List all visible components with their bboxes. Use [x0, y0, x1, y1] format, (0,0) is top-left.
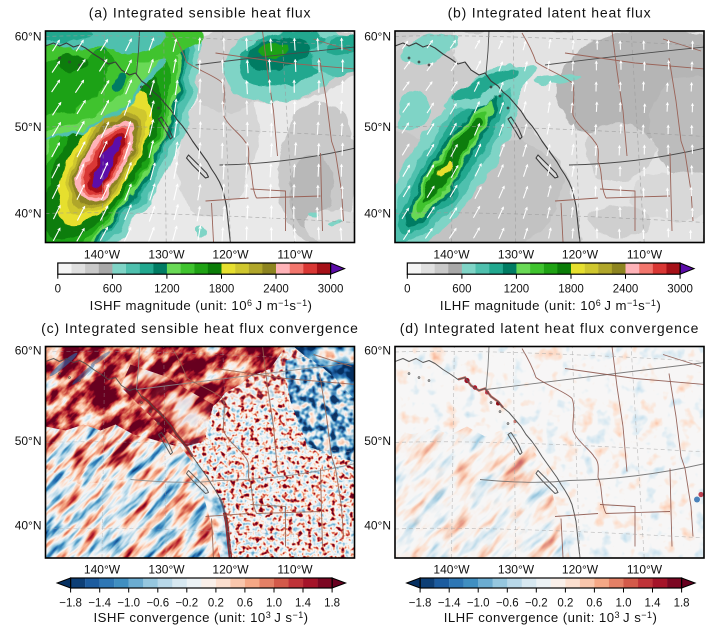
svg-text:1200: 1200: [154, 284, 180, 296]
svg-text:0.6: 0.6: [586, 598, 602, 610]
svg-text:110°W: 110°W: [277, 248, 313, 262]
svg-text:50°N: 50°N: [15, 434, 42, 448]
svg-text:0.2: 0.2: [208, 598, 224, 610]
svg-text:60°N: 60°N: [15, 30, 42, 44]
svg-text:−1.4: −1.4: [438, 598, 461, 610]
svg-text:1.4: 1.4: [295, 598, 312, 610]
svg-text:120°W: 120°W: [212, 248, 249, 262]
svg-text:1.8: 1.8: [674, 598, 690, 610]
svg-text:0: 0: [404, 284, 410, 296]
svg-text:ISHF convergence (unit: 103 J: ISHF convergence (unit: 103 J s−1): [93, 610, 308, 625]
svg-text:110°W: 110°W: [627, 563, 663, 577]
svg-text:1800: 1800: [558, 284, 584, 296]
svg-text:40°N: 40°N: [15, 207, 42, 221]
svg-text:−0.6: −0.6: [146, 598, 169, 610]
svg-text:0.6: 0.6: [237, 598, 253, 610]
svg-text:140°W: 140°W: [84, 248, 121, 262]
svg-text:140°W: 140°W: [84, 563, 121, 577]
svg-text:140°W: 140°W: [433, 563, 470, 577]
svg-text:−1.8: −1.8: [59, 598, 82, 610]
svg-text:−1.0: −1.0: [117, 598, 140, 610]
svg-text:1.0: 1.0: [616, 598, 632, 610]
svg-text:140°W: 140°W: [433, 248, 470, 262]
svg-text:60°N: 60°N: [364, 30, 391, 44]
svg-text:−0.2: −0.2: [175, 598, 198, 610]
svg-text:0: 0: [55, 284, 61, 296]
svg-text:−0.6: −0.6: [496, 598, 519, 610]
svg-text:130°W: 130°W: [148, 563, 185, 577]
svg-text:120°W: 120°W: [562, 563, 599, 577]
svg-text:−1.8: −1.8: [409, 598, 432, 610]
svg-text:600: 600: [452, 284, 471, 296]
svg-text:110°W: 110°W: [627, 248, 663, 262]
svg-text:0.2: 0.2: [557, 598, 573, 610]
svg-text:2400: 2400: [263, 284, 289, 296]
svg-text:60°N: 60°N: [364, 344, 391, 358]
svg-text:50°N: 50°N: [364, 434, 391, 448]
svg-text:(a) Integrated sensible heat f: (a) Integrated sensible heat flux: [89, 5, 312, 21]
svg-text:130°W: 130°W: [498, 248, 535, 262]
svg-text:60°N: 60°N: [15, 344, 42, 358]
svg-text:40°N: 40°N: [15, 519, 42, 533]
svg-text:1800: 1800: [209, 284, 235, 296]
svg-text:40°N: 40°N: [364, 207, 391, 221]
svg-text:(d) Integrated latent heat flu: (d) Integrated latent heat flux converge…: [400, 320, 700, 336]
svg-text:−0.2: −0.2: [525, 598, 548, 610]
svg-text:110°W: 110°W: [277, 563, 313, 577]
svg-text:120°W: 120°W: [562, 248, 599, 262]
svg-text:ILHF convergence (unit: 103 J: ILHF convergence (unit: 103 J s−1): [444, 610, 658, 625]
svg-text:1.4: 1.4: [645, 598, 662, 610]
svg-text:130°W: 130°W: [148, 248, 185, 262]
svg-text:130°W: 130°W: [498, 563, 535, 577]
svg-text:50°N: 50°N: [364, 120, 391, 134]
svg-text:3000: 3000: [667, 284, 693, 296]
svg-text:2400: 2400: [613, 284, 639, 296]
svg-text:1.0: 1.0: [266, 598, 282, 610]
svg-text:1.8: 1.8: [324, 598, 340, 610]
svg-text:−1.4: −1.4: [88, 598, 111, 610]
svg-text:(c) Integrated sensible heat f: (c) Integrated sensible heat flux conver…: [41, 320, 359, 336]
svg-text:1200: 1200: [504, 284, 530, 296]
svg-text:40°N: 40°N: [364, 519, 391, 533]
svg-text:600: 600: [103, 284, 122, 296]
svg-text:50°N: 50°N: [15, 120, 42, 134]
svg-text:120°W: 120°W: [212, 563, 249, 577]
svg-text:−1.0: −1.0: [467, 598, 490, 610]
svg-text:3000: 3000: [318, 284, 344, 296]
svg-text:(b) Integrated latent heat flu: (b) Integrated latent heat flux: [448, 5, 652, 21]
